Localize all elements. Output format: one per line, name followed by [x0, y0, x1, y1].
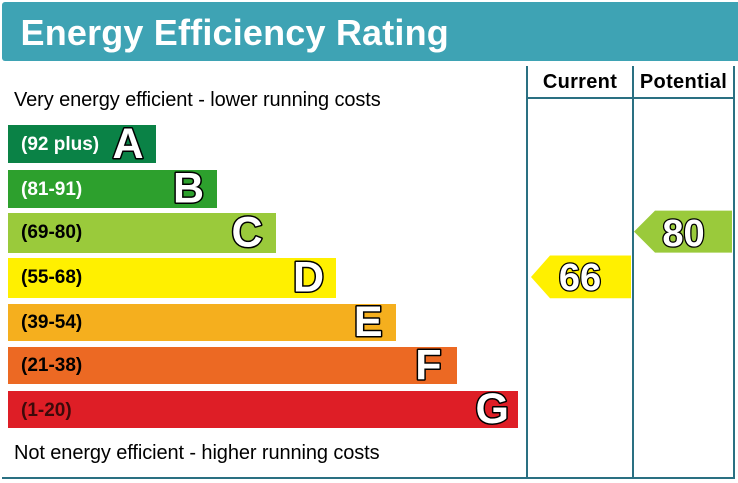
svg-text:E: E — [354, 298, 383, 346]
svg-text:B: B — [173, 165, 204, 213]
svg-text:80: 80 — [662, 213, 704, 255]
svg-text:D: D — [293, 254, 324, 302]
svg-text:G: G — [476, 385, 509, 433]
svg-text:F: F — [415, 342, 441, 390]
svg-text:C: C — [231, 209, 262, 257]
svg-text:66: 66 — [559, 257, 601, 299]
svg-text:A: A — [112, 120, 143, 168]
